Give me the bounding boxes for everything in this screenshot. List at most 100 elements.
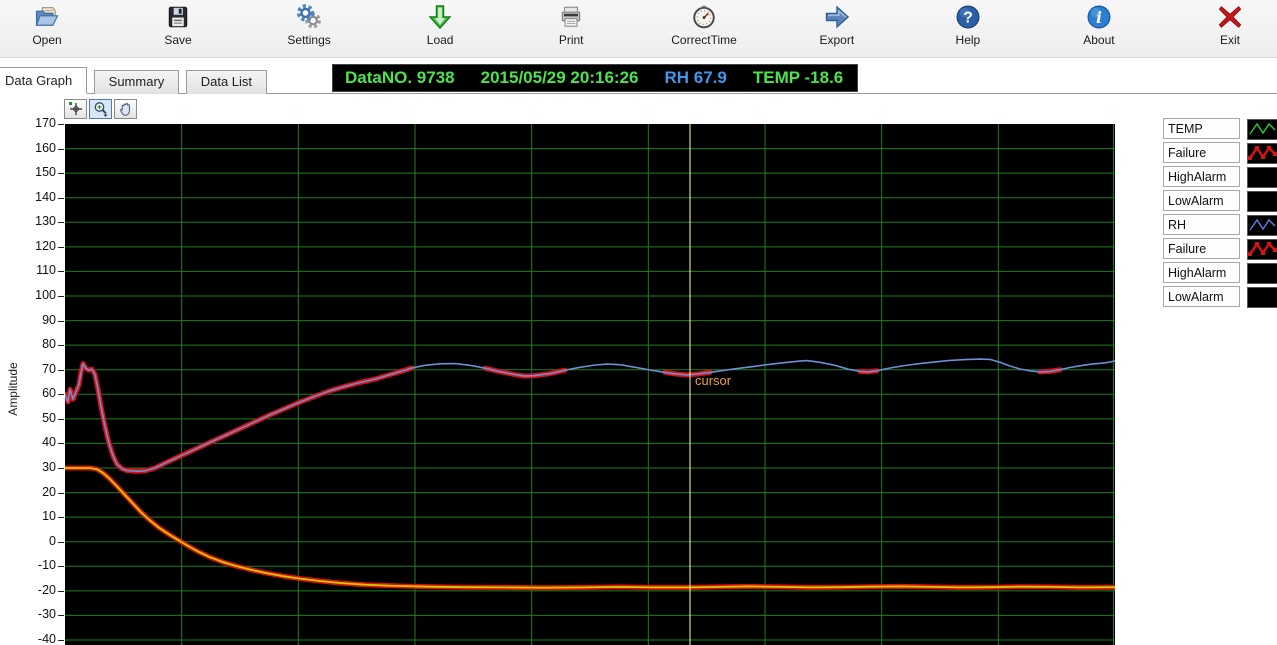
svg-text:?: ? [963,10,973,27]
tab-data-list[interactable]: Data List [185,70,268,94]
y-tick-mark [58,443,64,445]
crosshair-icon [68,102,82,115]
legend-label[interactable]: LowAlarm [1163,286,1240,307]
legend-swatch-green-line [1247,119,1277,140]
tabbar-baseline [0,93,1277,94]
y-tick-mark [58,345,64,347]
status-temp-value: TEMP -18.6 [752,68,844,87]
y-tick-mark [58,246,64,248]
legend-label[interactable]: LowAlarm [1163,190,1240,211]
y-tick-label: 30 [42,460,56,474]
settings-button[interactable]: Settings [278,3,340,57]
tab-summary[interactable]: Summary [93,70,180,94]
legend-row-failure-1: Failure [1163,142,1277,164]
y-tick-mark [58,541,64,543]
help-button[interactable]: ? Help [937,3,999,57]
exit-label: Exit [1219,33,1240,47]
y-tick-mark [58,394,64,396]
graph-tool-strip [64,99,139,119]
y-tick-label: 110 [36,263,56,278]
legend-row-lowalarm-3: LowAlarm [1163,190,1277,212]
save-button[interactable]: Save [147,3,209,57]
status-datetime: 2015/05/29 20:16:26 [480,68,639,87]
export-icon [823,3,851,31]
y-tick-mark [58,615,64,617]
status-readout-bar: DataNO. 9738 2015/05/29 20:16:26 RH 67.9… [332,64,859,92]
y-tick-label: 160 [35,140,56,155]
help-icon: ? [954,3,982,31]
y-tick-label: 130 [35,214,56,229]
legend-label[interactable]: HighAlarm [1163,166,1240,187]
legend-label[interactable]: TEMP [1163,118,1240,139]
y-tick-mark [58,369,64,371]
y-tick-mark [58,517,64,519]
y-tick-label: 20 [42,484,56,499]
status-rh-value: RH 67.9 [664,68,727,87]
y-tick-mark [58,197,64,199]
graph-plot-area[interactable]: cursor [65,124,1115,645]
correct-time-label: CorrectTime [671,33,737,47]
y-tick-mark [58,222,64,224]
legend-row-highalarm-6: HighAlarm [1163,262,1277,284]
export-button[interactable]: Export [806,3,868,57]
y-tick-label: 100 [35,288,56,302]
load-button[interactable]: Load [409,3,471,57]
y-tick-mark [58,418,64,420]
legend-label[interactable]: Failure [1163,238,1240,259]
help-label: Help [955,33,981,47]
exit-button[interactable]: Exit [1199,3,1261,57]
graph-canvas[interactable]: cursor [65,124,1115,645]
load-label: Load [426,33,454,47]
open-button[interactable]: Open [16,3,78,57]
save-label: Save [164,33,192,47]
legend-row-failure-5: Failure [1163,238,1277,260]
magnifier-icon [94,102,107,117]
legend-label[interactable]: Failure [1163,142,1240,163]
y-tick-mark [58,148,64,150]
about-button[interactable]: i About [1068,3,1130,57]
legend-panel: TEMP Failure HighAlarm LowAlarm RH Failure Hig… [1163,118,1277,310]
about-icon: i [1085,3,1113,31]
legend-swatch-black [1247,263,1277,284]
y-tick-label: -40 [37,632,56,645]
zoom-tool-button[interactable] [89,99,112,119]
y-tick-label: 170 [35,116,56,130]
cursor-label: cursor [695,373,732,388]
print-label: Print [558,33,584,47]
y-tick-label: 90 [42,312,56,327]
open-label: Open [32,33,62,47]
y-tick-mark [58,296,64,297]
y-tick-mark [58,173,64,175]
status-data-no: DataNO. 9738 [345,68,455,87]
legend-row-rh-4: RH [1163,214,1277,236]
legend-label[interactable]: HighAlarm [1163,262,1240,283]
exit-icon [1216,3,1244,31]
save-icon [164,3,192,31]
y-tick-label: 150 [35,165,56,180]
y-tick-label: 60 [42,386,56,401]
legend-label[interactable]: RH [1163,214,1240,235]
y-tick-mark [58,468,64,469]
y-tick-label: 80 [42,337,56,352]
tab-data-graph[interactable]: Data Graph [0,67,88,94]
svg-text:i: i [1096,8,1102,27]
tab-bar: Data Graph Summary Data List [0,67,1277,94]
legend-swatch-red-marker-line [1247,143,1277,164]
pan-tool-button[interactable] [114,99,137,119]
legend-swatch-red-marker-line [1247,239,1277,260]
legend-row-lowalarm-7: LowAlarm [1163,286,1277,308]
y-tick-mark [58,492,64,494]
y-tick-mark [58,271,64,273]
legend-row-highalarm-2: HighAlarm [1163,166,1277,188]
legend-swatch-black [1247,191,1277,212]
y-axis-title: Amplitude [6,362,20,416]
y-tick-label: 50 [42,410,56,425]
crosshair-tool-button[interactable] [64,99,87,119]
correct-time-button[interactable]: CorrectTime [671,3,737,57]
print-button[interactable]: Print [540,3,602,57]
hand-icon [119,103,130,116]
about-label: About [1083,33,1115,47]
y-tick-label: 70 [42,361,56,376]
y-tick-mark [58,566,64,568]
